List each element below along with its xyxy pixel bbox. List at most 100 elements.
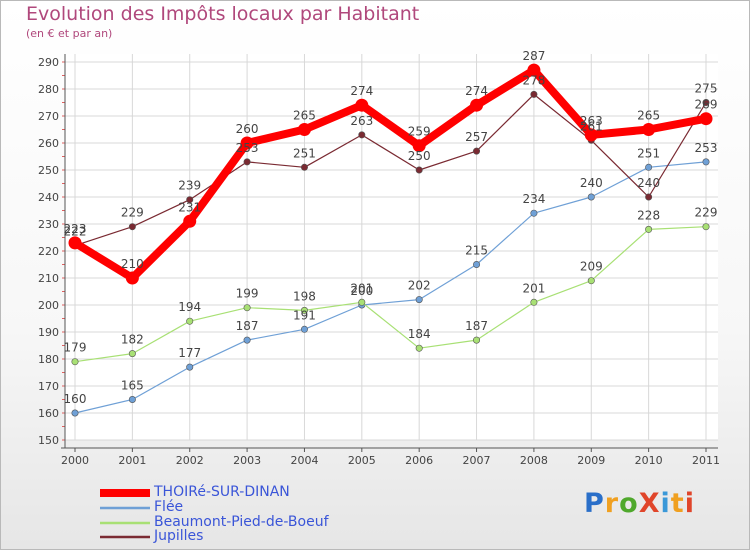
x-tick-label: 2002 [176, 454, 204, 467]
series-line-0 [71, 66, 710, 282]
x-tick-label: 2005 [348, 454, 376, 467]
data-point [183, 214, 197, 228]
data-label: 250 [408, 149, 431, 163]
data-label: 251 [293, 146, 316, 160]
data-point [699, 112, 713, 126]
legend-label: Flée [154, 499, 184, 515]
data-label: 278 [522, 73, 545, 87]
data-label: 274 [350, 84, 373, 98]
y-tick-label: 240 [38, 191, 59, 204]
legend-label: Jupilles [154, 528, 204, 544]
data-point [128, 223, 136, 231]
data-label: 253 [236, 141, 259, 155]
data-point [473, 147, 481, 155]
data-point [358, 298, 366, 306]
data-label: 179 [64, 341, 87, 355]
data-label: 165 [121, 379, 144, 393]
data-label: 199 [236, 287, 259, 301]
data-label: 228 [637, 208, 660, 222]
data-point [68, 236, 82, 250]
data-label: 187 [236, 319, 259, 333]
data-label: 239 [178, 179, 201, 193]
data-point [702, 158, 710, 166]
data-point [355, 98, 369, 112]
data-point [128, 350, 136, 358]
data-label: 265 [293, 109, 316, 123]
data-point [415, 296, 423, 304]
data-label: 257 [465, 130, 488, 144]
data-point [300, 325, 308, 333]
data-point [642, 123, 656, 136]
y-tick-label: 190 [38, 326, 59, 339]
data-label: 222 [64, 225, 87, 239]
data-label: 260 [236, 122, 259, 136]
data-label: 201 [350, 281, 373, 295]
legend-label: THOIRé-SUR-DINAN [154, 484, 290, 500]
y-tick-label: 270 [38, 110, 59, 123]
x-tick-label: 2003 [233, 454, 261, 467]
chart-title: Evolution des Impôts locaux par Habitant [26, 3, 420, 25]
y-tick-label: 290 [38, 56, 59, 69]
data-point [358, 131, 366, 139]
data-point [584, 128, 598, 142]
data-label: 177 [178, 346, 201, 360]
data-point [702, 99, 710, 107]
data-label: 202 [408, 279, 431, 293]
data-point [473, 336, 481, 344]
data-point [186, 317, 194, 325]
legend-label: Beaumont-Pied-de-Boeuf [154, 514, 329, 530]
y-tick-label: 250 [38, 164, 59, 177]
y-tick-label: 230 [38, 218, 59, 231]
data-point [530, 209, 538, 217]
data-label: 187 [465, 319, 488, 333]
x-tick-label: 2006 [405, 454, 433, 467]
data-point [300, 163, 308, 171]
data-label: 240 [580, 176, 603, 190]
data-point [587, 277, 595, 285]
y-tick-label: 160 [38, 407, 59, 420]
data-label: 253 [695, 141, 718, 155]
data-label: 229 [695, 206, 718, 220]
series-line-2 [74, 226, 707, 363]
data-point [645, 225, 653, 233]
data-label: 160 [64, 392, 87, 406]
data-label: 263 [580, 114, 603, 128]
data-label: 287 [522, 49, 545, 63]
data-point [243, 336, 251, 344]
data-point [530, 90, 538, 98]
data-label: 234 [522, 192, 545, 206]
x-tick-label: 2004 [290, 454, 318, 467]
data-label: 201 [522, 281, 545, 295]
data-point [470, 98, 484, 112]
y-tick-label: 180 [38, 353, 59, 366]
data-label: 263 [350, 114, 373, 128]
data-label: 231 [178, 200, 201, 214]
data-point [240, 136, 254, 150]
data-point [415, 166, 423, 174]
data-point [527, 63, 541, 77]
data-point [128, 395, 136, 403]
data-point [125, 271, 139, 285]
data-label: 184 [408, 327, 431, 341]
data-label: 275 [695, 82, 718, 96]
y-tick-label: 260 [38, 137, 59, 150]
y-tick-label: 150 [38, 434, 59, 447]
data-label: 251 [637, 146, 660, 160]
data-label: 229 [121, 206, 144, 220]
data-point [243, 304, 251, 312]
data-point [71, 358, 79, 366]
x-tick-label: 2007 [463, 454, 491, 467]
data-label: 215 [465, 244, 488, 258]
data-point [530, 298, 538, 306]
data-point [71, 409, 79, 417]
y-tick-label: 170 [38, 380, 59, 393]
series-line-1 [74, 161, 707, 414]
data-point [300, 306, 308, 314]
data-point [412, 139, 426, 153]
data-point [473, 260, 481, 268]
proxiti-logo: ProXiti [584, 488, 695, 519]
x-tick-label: 2010 [635, 454, 663, 467]
data-label: 191 [293, 308, 316, 322]
y-tick-label: 210 [38, 272, 59, 285]
y-tick-label: 200 [38, 299, 59, 312]
